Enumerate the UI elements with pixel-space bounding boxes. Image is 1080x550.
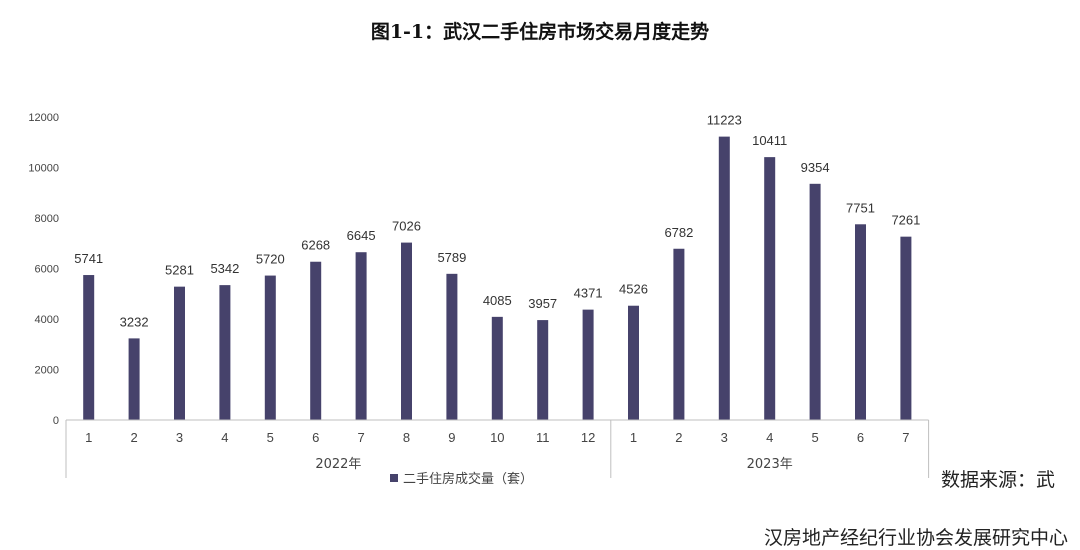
legend-label: 二手住房成交量（套） bbox=[403, 471, 533, 487]
value-label: 5789 bbox=[437, 250, 466, 265]
x-tick-label: 3 bbox=[176, 430, 183, 445]
x-tick-label: 7 bbox=[357, 430, 364, 445]
chart-title: 图1-1：武汉二手住房市场交易月度走势 bbox=[370, 21, 710, 43]
bar bbox=[628, 305, 639, 420]
x-tick-label: 1 bbox=[85, 430, 92, 445]
source-note-line2: 汉房地产经纪行业协会发展研究中心 bbox=[763, 527, 1068, 549]
x-tick-label: 2 bbox=[675, 430, 682, 445]
x-tick-label: 11 bbox=[536, 430, 550, 445]
bar bbox=[809, 183, 821, 420]
x-tick-label: 1 bbox=[630, 430, 637, 445]
value-label: 3232 bbox=[120, 314, 149, 329]
x-tick-label: 2 bbox=[130, 430, 137, 445]
value-label: 3957 bbox=[528, 296, 557, 311]
bar bbox=[718, 136, 730, 420]
x-tick-label: 3 bbox=[721, 430, 728, 445]
legend-swatch bbox=[390, 474, 398, 482]
value-label: 6645 bbox=[347, 228, 376, 243]
x-tick-label: 12 bbox=[581, 430, 595, 445]
x-group-label: 2023年 bbox=[747, 457, 793, 472]
value-label: 5342 bbox=[210, 261, 239, 276]
x-tick-label: 4 bbox=[766, 430, 773, 445]
value-label: 5741 bbox=[74, 251, 103, 266]
y-tick-label: 12000 bbox=[28, 112, 59, 124]
value-labels: 5741 3232 5281 5342 5720 6268 6645 7026 5789 4085… bbox=[74, 113, 920, 330]
x-tick-label: 5 bbox=[811, 430, 818, 445]
value-label: 9354 bbox=[801, 160, 830, 175]
x-tick-label: 6 bbox=[312, 430, 319, 445]
bar bbox=[537, 320, 549, 420]
value-label: 5720 bbox=[256, 252, 285, 267]
bar bbox=[174, 286, 185, 420]
source-note-line1: 数据来源：武 bbox=[941, 469, 1056, 491]
y-tick-label: 6000 bbox=[35, 264, 59, 276]
bars bbox=[83, 136, 912, 420]
bar bbox=[900, 236, 912, 420]
y-tick-label: 4000 bbox=[35, 314, 59, 326]
bar bbox=[83, 275, 95, 420]
bar bbox=[446, 273, 458, 420]
value-label: 7261 bbox=[891, 213, 920, 228]
y-tick-label: 10000 bbox=[28, 163, 59, 175]
bar bbox=[401, 242, 412, 420]
bar bbox=[491, 316, 503, 420]
value-label: 10411 bbox=[752, 133, 787, 148]
bar bbox=[128, 338, 140, 420]
bar bbox=[310, 261, 322, 420]
value-label: 4371 bbox=[574, 286, 603, 301]
value-label: 7751 bbox=[846, 200, 875, 215]
value-label: 7026 bbox=[392, 219, 421, 234]
bar bbox=[673, 248, 685, 420]
legend: 二手住房成交量（套） bbox=[390, 471, 533, 487]
bar bbox=[355, 252, 367, 420]
value-label: 4085 bbox=[483, 293, 512, 308]
value-label: 6268 bbox=[301, 238, 330, 253]
x-tick-label: 5 bbox=[267, 430, 274, 445]
value-label: 4526 bbox=[619, 282, 648, 297]
x-tick-label: 7 bbox=[902, 430, 909, 445]
x-tick-label: 6 bbox=[857, 430, 864, 445]
value-label: 6782 bbox=[664, 225, 693, 240]
bar bbox=[582, 309, 594, 420]
y-tick-label: 8000 bbox=[35, 213, 59, 225]
value-label: 11223 bbox=[707, 113, 742, 128]
bar bbox=[855, 224, 866, 420]
value-label: 5281 bbox=[165, 263, 194, 278]
x-group-label: 2022年 bbox=[315, 457, 361, 472]
x-tick-label: 10 bbox=[490, 430, 504, 445]
x-tick-label: 4 bbox=[221, 430, 228, 445]
y-tick-label: 2000 bbox=[35, 365, 59, 377]
bar bbox=[764, 157, 776, 420]
y-axis: 0 2000 4000 6000 8000 10000 12000 bbox=[28, 112, 59, 427]
x-tick-label: 8 bbox=[403, 430, 410, 445]
bar bbox=[219, 285, 231, 420]
x-tick-label: 9 bbox=[448, 430, 455, 445]
bar bbox=[264, 275, 276, 420]
y-tick-label: 0 bbox=[53, 415, 59, 427]
